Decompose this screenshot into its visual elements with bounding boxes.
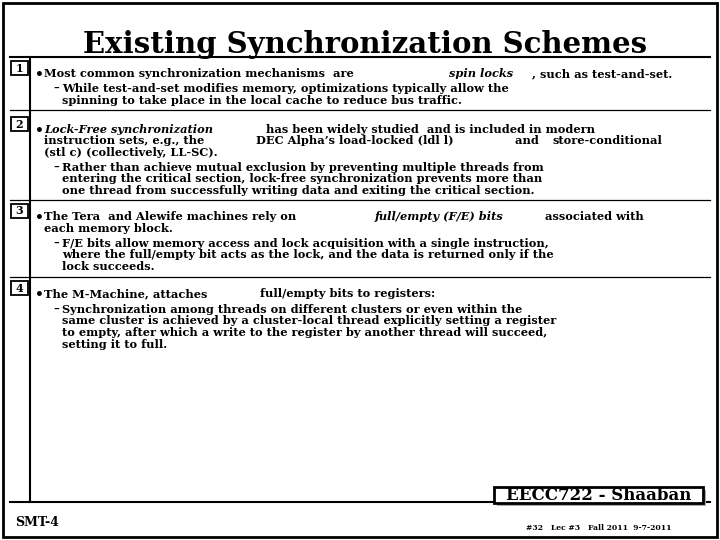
Text: 3: 3	[16, 206, 23, 217]
Text: one thread from successfully writing data and exiting the critical section.: one thread from successfully writing dat…	[62, 185, 534, 196]
Text: •: •	[35, 288, 43, 302]
Text: Existing Synchronization Schemes: Existing Synchronization Schemes	[83, 30, 647, 59]
Text: , such as test-and-set.: , such as test-and-set.	[531, 68, 672, 79]
Text: spin locks: spin locks	[449, 68, 513, 79]
Text: instruction sets, e.g., the: instruction sets, e.g., the	[44, 136, 208, 146]
Text: store-conditional: store-conditional	[552, 136, 662, 146]
Text: lock succeeds.: lock succeeds.	[62, 261, 155, 272]
Text: and: and	[511, 136, 543, 146]
FancyBboxPatch shape	[497, 490, 706, 506]
FancyBboxPatch shape	[11, 281, 28, 295]
Text: entering the critical section, lock-free synchronization prevents more than: entering the critical section, lock-free…	[62, 173, 542, 185]
Text: to empty, after which a write to the register by another thread will succeed,: to empty, after which a write to the reg…	[62, 327, 547, 338]
Text: EECC722 - Shaaban: EECC722 - Shaaban	[506, 487, 691, 503]
Text: •: •	[35, 124, 43, 138]
Text: Synchronization among threads on different clusters or even within the: Synchronization among threads on differe…	[62, 304, 522, 315]
Text: •: •	[35, 211, 43, 225]
Text: associated with: associated with	[541, 211, 644, 222]
Text: DEC Alpha’s load-locked (ldl l): DEC Alpha’s load-locked (ldl l)	[256, 136, 454, 146]
Text: 1: 1	[16, 63, 23, 73]
Text: While test-and-set modifies memory, optimizations typically allow the: While test-and-set modifies memory, opti…	[62, 83, 509, 94]
Text: 2: 2	[16, 118, 23, 130]
Text: each memory block.: each memory block.	[44, 222, 173, 233]
Text: spinning to take place in the local cache to reduce bus traffic.: spinning to take place in the local cach…	[62, 94, 462, 105]
Text: same cluster is achieved by a cluster-local thread explicitly setting a register: same cluster is achieved by a cluster-lo…	[62, 315, 557, 327]
Text: –: –	[53, 162, 59, 173]
Text: The Tera  and Alewife machines rely on: The Tera and Alewife machines rely on	[44, 211, 300, 222]
Text: •: •	[35, 68, 43, 82]
FancyBboxPatch shape	[494, 487, 703, 503]
Text: Lock-Free synchronization: Lock-Free synchronization	[44, 124, 213, 135]
Text: –: –	[53, 304, 59, 315]
Text: (stl c) (collectively, LL-SC).: (stl c) (collectively, LL-SC).	[44, 147, 217, 158]
Text: Most common synchronization mechanisms  are: Most common synchronization mechanisms a…	[44, 68, 358, 79]
Text: #32   Lec #3   Fall 2011  9-7-2011: #32 Lec #3 Fall 2011 9-7-2011	[526, 524, 671, 532]
FancyBboxPatch shape	[11, 204, 28, 218]
FancyBboxPatch shape	[11, 117, 28, 131]
Text: SMT-4: SMT-4	[15, 516, 59, 529]
Text: full/empty (F/E) bits: full/empty (F/E) bits	[374, 211, 503, 222]
Text: 4: 4	[16, 282, 23, 294]
Text: has been widely studied  and is included in modern: has been widely studied and is included …	[262, 124, 595, 135]
Text: The M-Machine, attaches: The M-Machine, attaches	[44, 288, 212, 299]
FancyBboxPatch shape	[3, 3, 717, 537]
Text: where the full/empty bit acts as the lock, and the data is returned only if the: where the full/empty bit acts as the loc…	[62, 249, 554, 260]
Text: –: –	[53, 83, 59, 94]
Text: full/empty bits to registers:: full/empty bits to registers:	[260, 288, 435, 299]
Text: F/E bits allow memory access and lock acquisition with a single instruction,: F/E bits allow memory access and lock ac…	[62, 238, 549, 249]
Text: setting it to full.: setting it to full.	[62, 339, 167, 349]
Text: Rather than achieve mutual exclusion by preventing multiple threads from: Rather than achieve mutual exclusion by …	[62, 162, 544, 173]
Text: –: –	[53, 238, 59, 249]
FancyBboxPatch shape	[11, 61, 28, 75]
